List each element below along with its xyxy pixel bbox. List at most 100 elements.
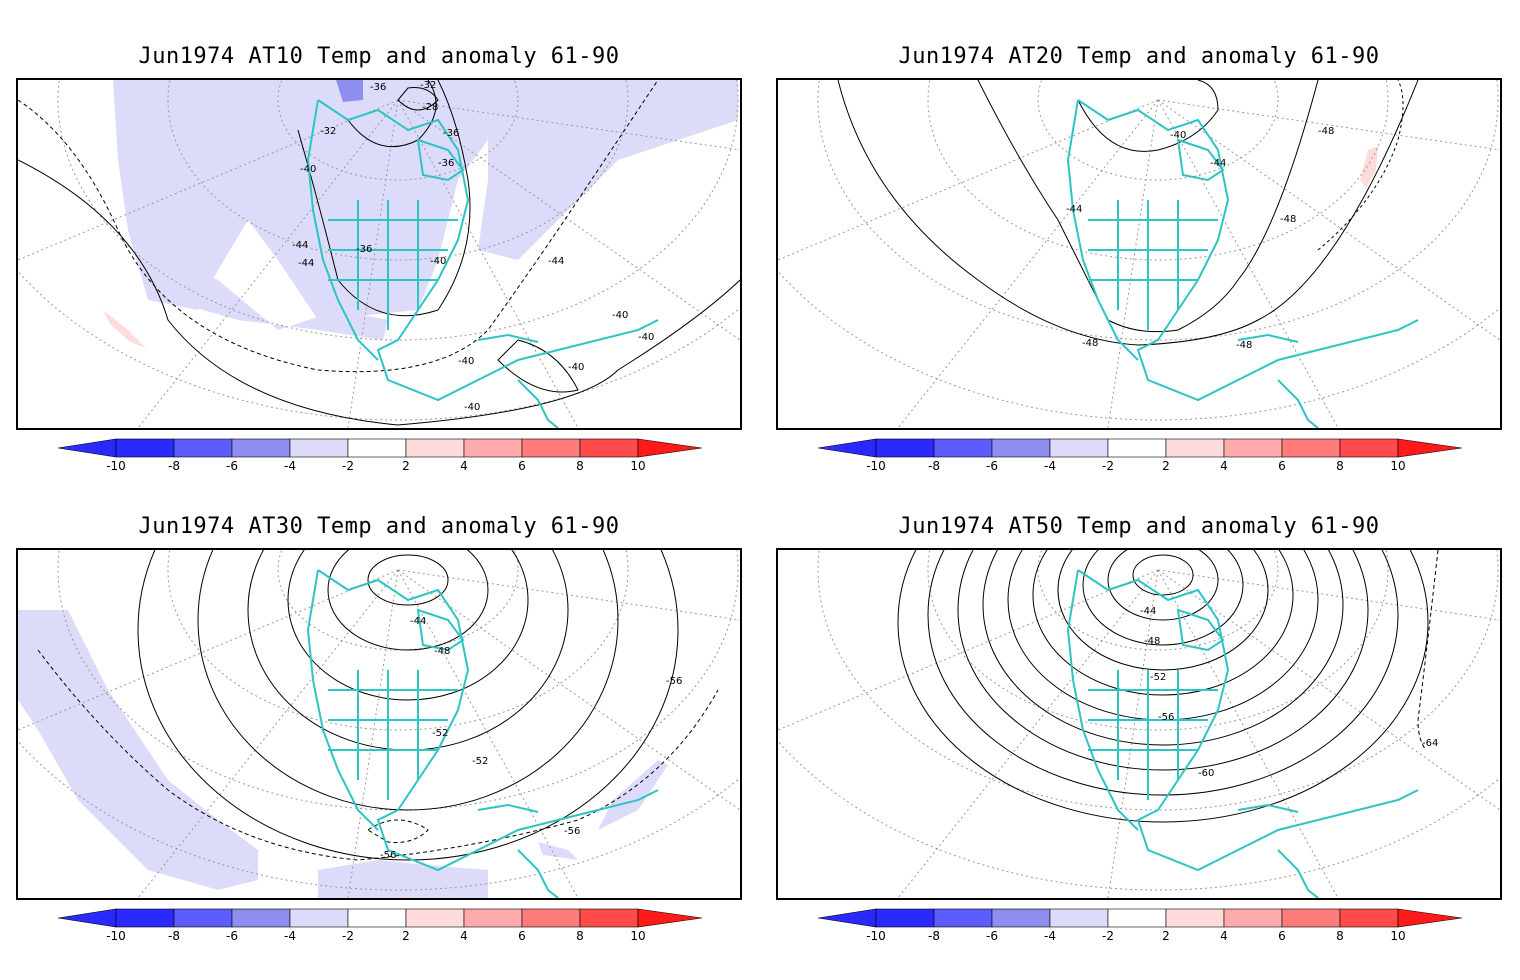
contour-label: -44 xyxy=(410,616,426,627)
colorbar-tick: -10 xyxy=(866,929,886,943)
contour-label: -48 xyxy=(1318,126,1334,137)
map-frame: -36 -32 -28 -32 -36 -36 -40 -44 -36 -40 … xyxy=(16,78,742,430)
contour-label: -32 xyxy=(420,80,436,91)
colorbar-segment xyxy=(1281,438,1341,458)
colorbar-segment xyxy=(173,438,233,458)
colorbar-segment xyxy=(1339,438,1399,458)
contour-label: -36 xyxy=(443,128,459,139)
colorbar-tick: 8 xyxy=(576,929,584,943)
colorbar: -10 -8 -6 -4 -2 2 4 6 8 10 xyxy=(818,438,1462,473)
contour-label: -48 xyxy=(1280,214,1296,225)
panel-title: Jun1974 AT10 Temp and anomaly 61-90 xyxy=(138,44,620,69)
colorbar-arrow-high xyxy=(637,438,702,458)
colorbar-tick: 8 xyxy=(1336,459,1344,473)
colorbar-segment xyxy=(405,438,465,458)
colorbar-arrow-high xyxy=(637,908,702,928)
colorbar-tick: 4 xyxy=(1220,459,1228,473)
colorbar-tick: 2 xyxy=(1162,459,1170,473)
colorbar-segment xyxy=(521,438,581,458)
map-panel-at50: Jun1974 AT50 Temp and anomaly 61-90 xyxy=(774,510,1504,980)
map-frame: -40 -44 -48 -44 -48 -48 -48 xyxy=(776,78,1502,430)
colorbar-tick: -4 xyxy=(284,929,296,943)
contour-label: -32 xyxy=(320,126,336,137)
panel-title: Jun1974 AT30 Temp and anomaly 61-90 xyxy=(138,514,620,539)
colorbar-tick: 6 xyxy=(1278,929,1286,943)
colorbar-tick: -6 xyxy=(986,459,998,473)
contour-label: -52 xyxy=(1150,672,1166,683)
contour-label: -40 xyxy=(300,164,316,175)
contour-label: -40 xyxy=(638,332,654,343)
panel-title: Jun1974 AT20 Temp and anomaly 61-90 xyxy=(898,44,1380,69)
contour-label: -40 xyxy=(612,310,628,321)
colorbar-segment xyxy=(1107,438,1167,458)
contour-label: -60 xyxy=(1198,768,1214,779)
lat-lon-grid xyxy=(18,80,740,428)
colorbar-segment xyxy=(933,908,993,928)
colorbar-tick: -10 xyxy=(106,929,126,943)
contour-label: -56 xyxy=(380,850,396,861)
colorbar-segment xyxy=(1165,908,1225,928)
contour-labels: -36 -32 -28 -32 -36 -36 -40 -44 -36 -40 … xyxy=(292,80,654,413)
contour-label: -52 xyxy=(432,728,448,739)
land-outline xyxy=(1066,99,1419,428)
colorbar-tick: -10 xyxy=(106,459,126,473)
colorbar-tick: 10 xyxy=(1390,459,1405,473)
colorbar-segment xyxy=(463,908,523,928)
map-frame: -44 -48 -56 -52 -52 -56 -56 xyxy=(16,548,742,900)
contour-label: -44 xyxy=(1140,606,1156,617)
contour-label: -40 xyxy=(464,402,480,413)
map-panel-at10: Jun1974 AT10 Temp and anomaly 61-90 xyxy=(14,40,744,510)
contour-label: -48 xyxy=(434,646,450,657)
colorbar-segment xyxy=(579,908,639,928)
colorbar-tick: 2 xyxy=(402,459,410,473)
positive-anomaly-area xyxy=(103,310,146,348)
colorbar-arrow-low xyxy=(818,438,877,458)
contour-label: -44 xyxy=(1066,204,1082,215)
negative-anomaly-area xyxy=(538,842,578,860)
contour-label: -56 xyxy=(564,826,580,837)
contour-label: -44 xyxy=(548,256,564,267)
colorbar: -10 -8 -6 -4 -2 2 4 6 8 10 xyxy=(58,908,702,943)
colorbar-segment xyxy=(1107,908,1167,928)
contour-label: -56 xyxy=(666,676,682,687)
colorbar-segment xyxy=(347,908,407,928)
contour-labels: -44 -48 -52 -56 -60 -64 xyxy=(1140,606,1438,779)
contour-label: -36 xyxy=(370,82,386,93)
colorbar-tick: 10 xyxy=(630,459,645,473)
colorbar-tick: -4 xyxy=(1044,929,1056,943)
colorbar-tick: -2 xyxy=(1102,929,1114,943)
colorbar-tick: -8 xyxy=(928,459,940,473)
contour-label: -64 xyxy=(1422,738,1438,749)
map-svg: -40 -44 -48 -44 -48 -48 -48 xyxy=(778,80,1500,428)
negative-anomaly-area xyxy=(148,260,388,340)
contour-label: -48 xyxy=(1082,338,1098,349)
colorbar-tick: 4 xyxy=(460,929,468,943)
colorbar-tick: 6 xyxy=(1278,459,1286,473)
colorbar-segment xyxy=(231,438,291,458)
colorbar-tick: -6 xyxy=(986,929,998,943)
colorbar-tick: -4 xyxy=(1044,459,1056,473)
colorbar: -10 -8 -6 -4 -2 2 4 6 8 10 xyxy=(818,908,1462,943)
contour-label: -40 xyxy=(1170,130,1186,141)
colorbar-segment xyxy=(1165,438,1225,458)
contour-label: -44 xyxy=(298,258,314,269)
contour-label: -44 xyxy=(1210,158,1226,169)
colorbar-tick: 4 xyxy=(1220,929,1228,943)
map-panel-at20: Jun1974 AT20 Temp and anomaly 61-90 xyxy=(774,40,1504,510)
colorbar-tick: -6 xyxy=(226,459,238,473)
colorbar-tick: -10 xyxy=(866,459,886,473)
colorbar-segment xyxy=(173,908,233,928)
contour-label: -48 xyxy=(1236,340,1252,351)
lat-lon-grid xyxy=(778,80,1500,428)
negative-anomaly-area xyxy=(18,610,258,890)
colorbar-segment xyxy=(405,908,465,928)
lat-lon-grid xyxy=(18,550,740,898)
colorbar-segment xyxy=(1223,908,1283,928)
contour-label: -40 xyxy=(430,256,446,267)
colorbar-segment xyxy=(115,438,175,458)
colorbar-segment xyxy=(933,438,993,458)
map-panel-at30: Jun1974 AT30 Temp and anomaly 61-90 xyxy=(14,510,744,980)
negative-anomaly-area xyxy=(478,80,738,260)
panel-title: Jun1974 AT50 Temp and anomaly 61-90 xyxy=(898,514,1380,539)
colorbar-tick: -2 xyxy=(342,929,354,943)
